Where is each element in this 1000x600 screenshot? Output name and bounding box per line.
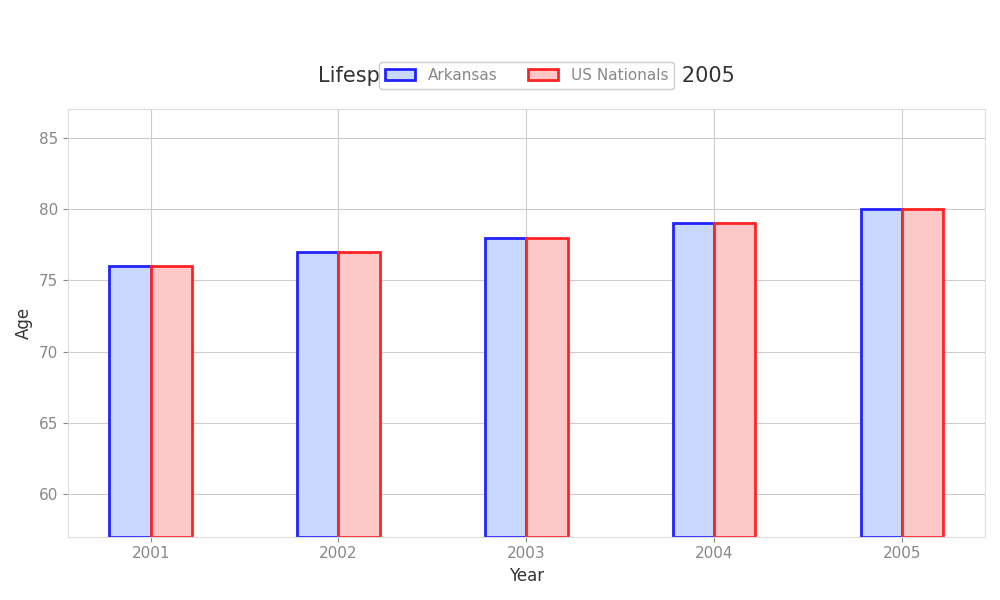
- Bar: [338, 252, 380, 537]
- Bar: [902, 209, 943, 537]
- Bar: [526, 238, 568, 537]
- Bar: [485, 238, 526, 537]
- Bar: [714, 223, 755, 537]
- Bar: [861, 209, 902, 537]
- Bar: [151, 266, 192, 537]
- Bar: [109, 266, 151, 537]
- Y-axis label: Age: Age: [15, 307, 33, 339]
- Bar: [673, 223, 714, 537]
- Legend: Arkansas, US Nationals: Arkansas, US Nationals: [379, 62, 674, 89]
- Title: Lifespan in Arkansas from 1974 to 2005: Lifespan in Arkansas from 1974 to 2005: [318, 65, 735, 86]
- Bar: [297, 252, 338, 537]
- X-axis label: Year: Year: [509, 567, 544, 585]
